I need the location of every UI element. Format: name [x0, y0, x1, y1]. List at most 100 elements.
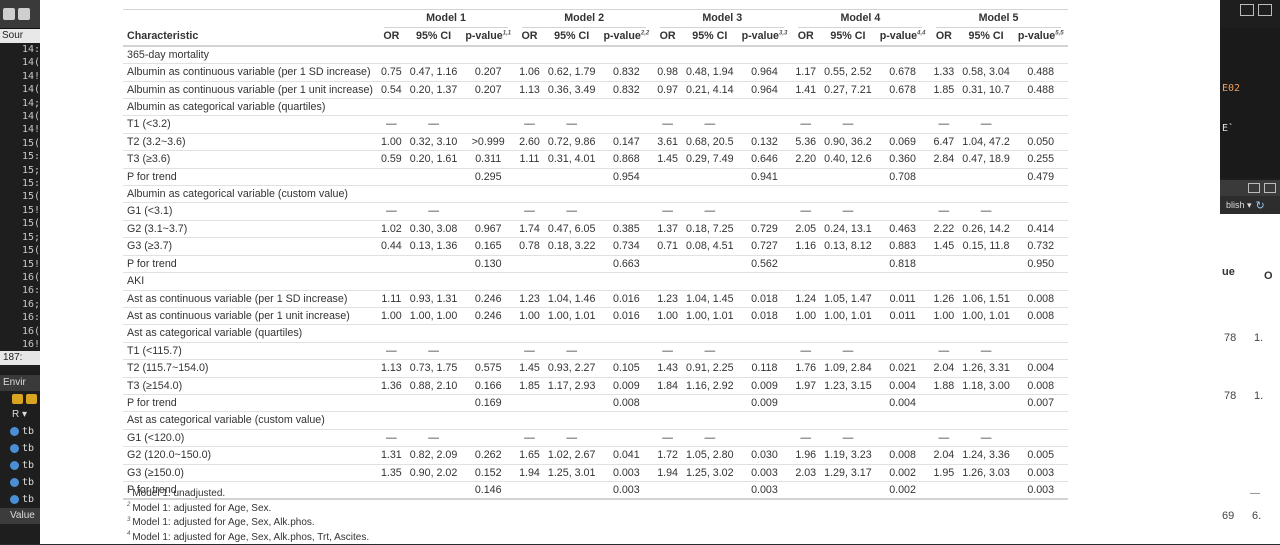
or-cell: 1.97 — [791, 377, 820, 394]
or-cell: 1.45 — [929, 238, 958, 255]
ide-toolbar — [0, 0, 40, 29]
ci-cell: 1.04, 47.2 — [958, 133, 1014, 150]
p-value-cell: 0.009 — [738, 394, 792, 411]
line-number: 14! — [22, 123, 40, 136]
or-cell: 3.61 — [653, 133, 682, 150]
p-value-cell: 0.069 — [876, 133, 930, 150]
or-cell: 1.84 — [653, 377, 682, 394]
ci-cell: 0.31, 4.01 — [544, 151, 600, 168]
refresh-icon[interactable]: ↻ — [1256, 199, 1265, 212]
or-cell — [929, 168, 958, 185]
values-header: Value — [0, 508, 40, 524]
p-value-cell — [738, 429, 792, 446]
or-cell — [653, 255, 682, 272]
p-value-cell: 0.105 — [599, 360, 653, 377]
footnote-text: Model 1: adjusted for Age, Sex, Alk.phos… — [132, 532, 369, 543]
maximize-icon[interactable] — [1258, 4, 1272, 16]
environment-tab[interactable]: Envir — [0, 375, 40, 391]
p-value-column-header: p-value5,5 — [1014, 28, 1068, 45]
save-icon[interactable] — [3, 8, 15, 20]
or-cell — [791, 168, 820, 185]
environment-item[interactable]: tb — [0, 457, 40, 474]
line-number: 15! — [22, 204, 40, 217]
source-pane-tab[interactable]: Sour — [0, 29, 40, 43]
back-arrow-icon[interactable] — [18, 8, 30, 20]
or-cell: 1.95 — [929, 464, 958, 481]
line-number: 15: — [22, 150, 40, 163]
ide-left-pane: Sour 14:14(14!14(14;14(14!15(15:15;15:15… — [0, 0, 40, 544]
or-cell: 1.23 — [653, 290, 682, 307]
environment-item[interactable]: tb — [0, 423, 40, 440]
p-value-cell: 0.030 — [738, 447, 792, 464]
p-value-cell: 0.002 — [876, 464, 930, 481]
p-value-cell: 0.832 — [599, 64, 653, 81]
save-workspace-icon[interactable] — [26, 394, 37, 404]
ci-cell — [406, 168, 462, 185]
footnote-mark: 4,4 — [917, 31, 925, 37]
or-cell: 1.13 — [377, 360, 406, 377]
ci-cell: 0.47, 1.16 — [406, 64, 462, 81]
or-cell: — — [791, 429, 820, 446]
regression-table: Model 1 Model 2 Model 3 Model 4 Model 5 … — [123, 9, 1068, 500]
environment-toolbar — [0, 391, 40, 407]
ci-cell: — — [682, 429, 738, 446]
p-value-cell: 0.018 — [738, 290, 792, 307]
environment-item[interactable]: tb — [0, 474, 40, 491]
publish-button[interactable]: blish ▾ — [1226, 200, 1252, 211]
ci-cell — [544, 168, 600, 185]
ci-cell: — — [820, 116, 876, 133]
p-value-cell — [876, 342, 930, 359]
ci-cell: — — [820, 203, 876, 220]
group-row: Ast as categorical variable (custom valu… — [123, 412, 1068, 429]
footnote-mark: 4 — [127, 531, 130, 537]
row-label: T2 (115.7~154.0) — [123, 360, 377, 377]
language-select[interactable]: R ▾ — [0, 407, 40, 423]
or-cell: 1.23 — [515, 290, 544, 307]
group-label: Albumin as categorical variable (custom … — [123, 186, 1068, 203]
ci-cell: 1.05, 1.47 — [820, 290, 876, 307]
viewer-body: ue O 78 1. 78 1. — 69 6. — [1220, 214, 1280, 544]
model-spanner: Model 2 — [515, 10, 653, 29]
ci-cell — [682, 394, 738, 411]
model-spanner: Model 4 — [791, 10, 929, 29]
viewer-text: 6. — [1252, 510, 1261, 522]
p-value-cell: 0.941 — [738, 168, 792, 185]
ci-cell: — — [544, 203, 600, 220]
or-cell: 2.05 — [791, 220, 820, 237]
or-cell — [377, 168, 406, 185]
console-pane[interactable]: E02 E` — [1220, 28, 1280, 178]
p-value-cell: 0.729 — [738, 220, 792, 237]
minimize-icon[interactable] — [1240, 4, 1254, 16]
or-cell — [377, 394, 406, 411]
ci-cell: 0.68, 20.5 — [682, 133, 738, 150]
line-number: 15; — [22, 164, 40, 177]
or-cell — [377, 255, 406, 272]
line-number: 15( — [22, 217, 40, 230]
p-value-cell — [1014, 116, 1068, 133]
environment-item[interactable]: tb — [0, 491, 40, 508]
p-value-column-header: p-value3,3 — [738, 28, 792, 45]
ci-cell: 0.29, 7.49 — [682, 151, 738, 168]
or-cell: 0.97 — [653, 81, 682, 98]
environment-item[interactable]: tb — [0, 440, 40, 457]
p-value-label: p-value — [603, 30, 640, 42]
p-value-cell: 0.734 — [599, 238, 653, 255]
minimize-icon[interactable] — [1248, 183, 1260, 193]
footnote-mark: 5,5 — [1055, 31, 1063, 37]
or-cell: 1.00 — [929, 307, 958, 324]
or-cell: — — [515, 342, 544, 359]
footnote-mark: 2,2 — [641, 31, 649, 37]
p-value-cell: 0.132 — [738, 133, 792, 150]
open-folder-icon[interactable] — [12, 394, 23, 404]
group-label: Ast as categorical variable (quartiles) — [123, 325, 1068, 342]
object-type-icon — [10, 478, 19, 487]
maximize-icon[interactable] — [1264, 183, 1276, 193]
ci-cell: 0.31, 10.7 — [958, 81, 1014, 98]
p-value-cell — [876, 429, 930, 446]
